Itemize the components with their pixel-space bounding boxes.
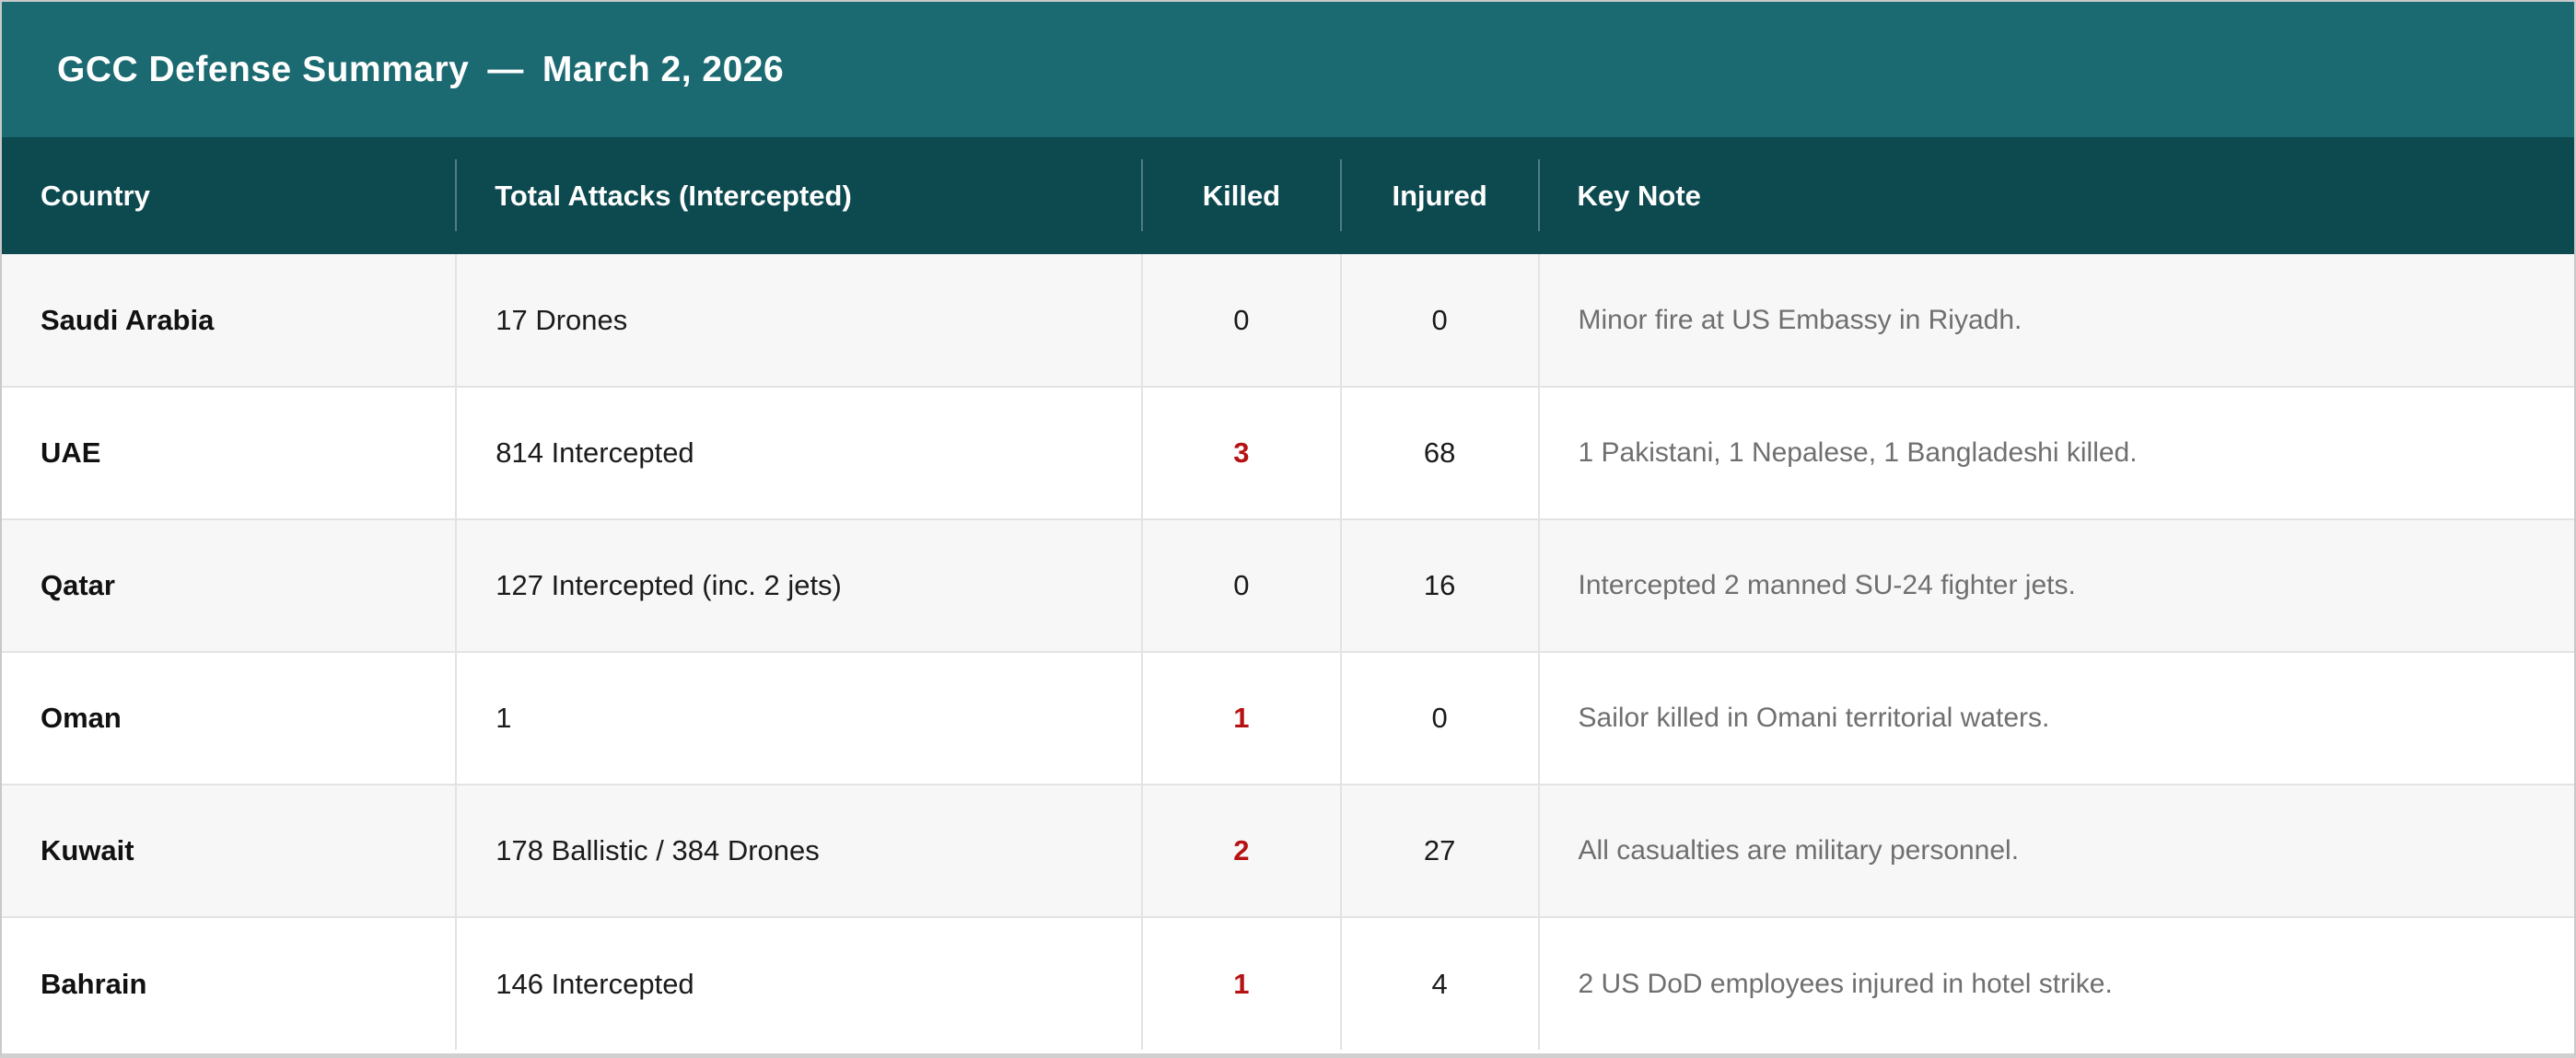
country-cell: Kuwait <box>2 784 458 917</box>
table-row: Qatar 127 Intercepted (inc. 2 jets) 0 16… <box>2 518 2574 652</box>
injured-value: 0 <box>1340 254 1540 387</box>
table-row: Oman 1 1 0 Sailor killed in Omani territ… <box>2 651 2574 785</box>
killed-value: 0 <box>1142 254 1342 387</box>
column-header-country: Country <box>2 137 457 254</box>
injured-value: 27 <box>1340 784 1540 917</box>
title-date: March 2, 2026 <box>542 49 785 89</box>
attacks-cell: 814 Intercepted <box>456 386 1144 519</box>
note-cell: Minor fire at US Embassy in Riyadh. <box>1538 254 2574 387</box>
note-cell: All casualties are military personnel. <box>1538 784 2574 917</box>
killed-value: 2 <box>1142 784 1342 917</box>
injured-value: 68 <box>1340 386 1540 519</box>
attacks-cell: 1 <box>456 651 1144 785</box>
column-header-killed: Killed <box>1141 137 1341 254</box>
country-cell: Saudi Arabia <box>2 254 458 387</box>
killed-value: 1 <box>1142 916 1342 1050</box>
killed-value: 1 <box>1142 651 1342 785</box>
attacks-cell: 178 Ballistic / 384 Drones <box>456 784 1144 917</box>
title-separator: — <box>487 49 524 89</box>
table-row: UAE 814 Intercepted 3 68 1 Pakistani, 1 … <box>2 386 2574 519</box>
country-cell: Bahrain <box>2 916 458 1050</box>
killed-value: 3 <box>1142 386 1342 519</box>
injured-value: 0 <box>1340 651 1540 785</box>
title-bar: GCC Defense Summary — March 2, 2026 <box>2 2 2574 137</box>
title-text: GCC Defense Summary <box>57 49 470 89</box>
attacks-cell: 17 Drones <box>456 254 1144 387</box>
column-header-injured: Injured <box>1339 137 1539 254</box>
attacks-cell: 146 Intercepted <box>456 916 1144 1050</box>
injured-value: 16 <box>1340 518 1540 652</box>
table-row: Kuwait 178 Ballistic / 384 Drones 2 27 A… <box>2 784 2574 917</box>
header-row: Country Total Attacks (Intercepted) Kill… <box>2 137 2574 254</box>
column-header-attacks: Total Attacks (Intercepted) <box>455 137 1143 254</box>
table-body: Saudi Arabia 17 Drones 0 0 Minor fire at… <box>2 254 2574 1050</box>
country-cell: Qatar <box>2 518 458 652</box>
country-cell: UAE <box>2 386 458 519</box>
page-title: GCC Defense Summary — March 2, 2026 <box>57 50 784 90</box>
country-cell: Oman <box>2 651 458 785</box>
note-cell: Intercepted 2 manned SU-24 fighter jets. <box>1538 518 2574 652</box>
note-cell: 2 US DoD employees injured in hotel stri… <box>1538 916 2574 1050</box>
note-cell: Sailor killed in Omani territorial water… <box>1538 651 2574 785</box>
table-row: Bahrain 146 Intercepted 1 4 2 US DoD emp… <box>2 916 2574 1050</box>
injured-value: 4 <box>1340 916 1540 1050</box>
killed-value: 0 <box>1142 518 1342 652</box>
attacks-cell: 127 Intercepted (inc. 2 jets) <box>456 518 1144 652</box>
note-cell: 1 Pakistani, 1 Nepalese, 1 Bangladeshi k… <box>1538 386 2574 519</box>
column-header-keynote: Key Note <box>1537 137 2574 254</box>
summary-table: Country Total Attacks (Intercepted) Kill… <box>2 137 2574 1050</box>
table-header: Country Total Attacks (Intercepted) Kill… <box>2 137 2574 254</box>
table-row: Saudi Arabia 17 Drones 0 0 Minor fire at… <box>2 254 2574 387</box>
